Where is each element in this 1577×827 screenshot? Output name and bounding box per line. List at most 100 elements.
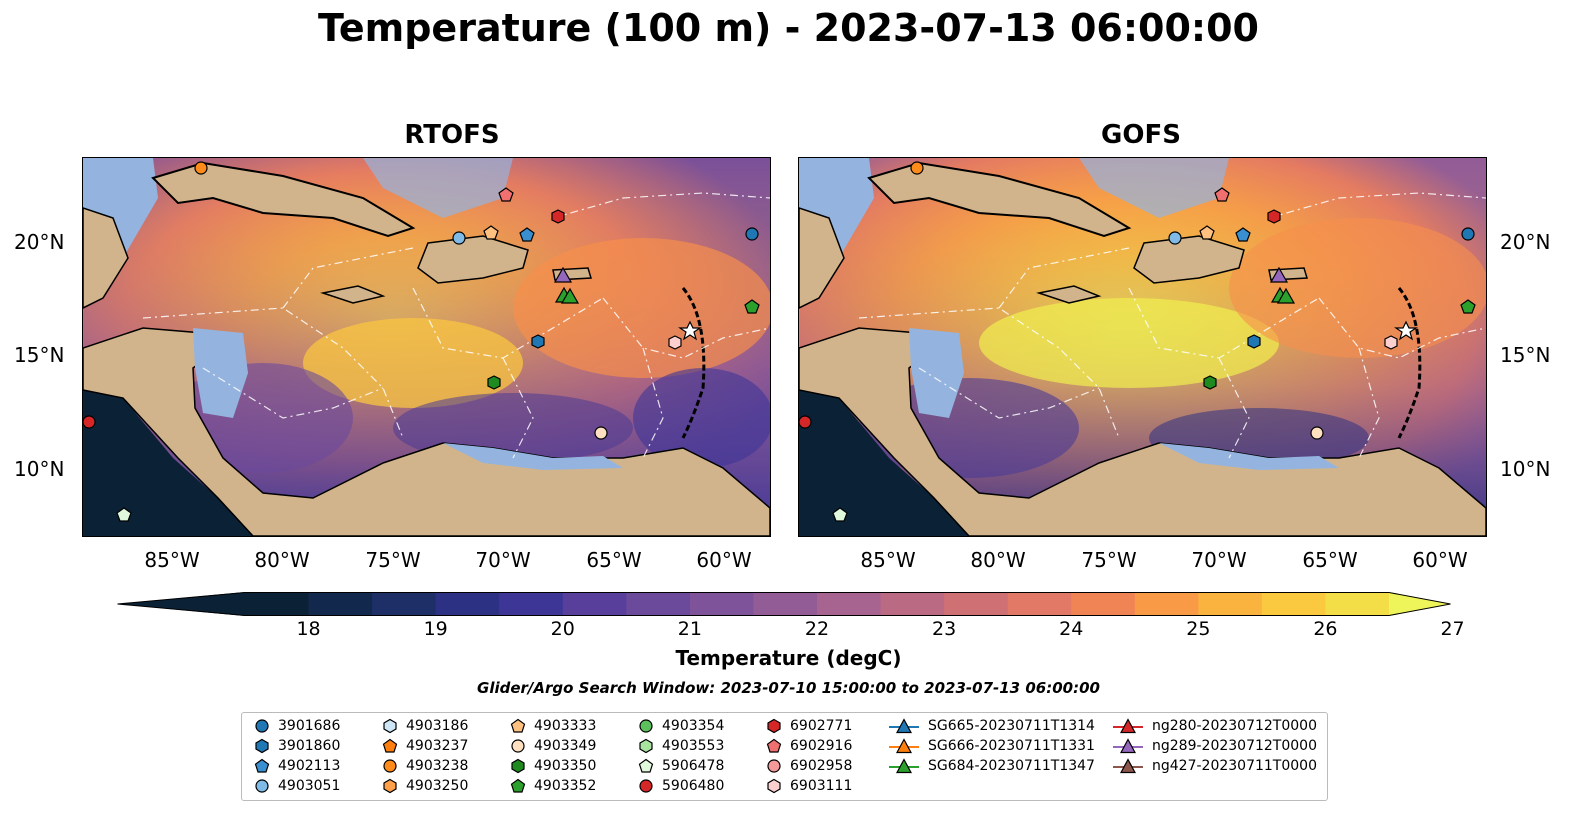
legend-item-label: 4903051 bbox=[278, 778, 341, 794]
map-rtofs[interactable] bbox=[82, 157, 771, 537]
legend-item: SG666-20230711T1331 bbox=[888, 736, 1095, 756]
lon-label-75w: 75°W bbox=[365, 548, 421, 572]
hexagon-marker-icon bbox=[511, 758, 525, 774]
triangle-line-marker-icon bbox=[1113, 718, 1143, 734]
legend-item-label: 4903250 bbox=[406, 778, 469, 794]
lon-label-85w-gofs: 85°W bbox=[860, 548, 916, 572]
hexagon-marker-icon bbox=[767, 718, 781, 734]
legend-item-label: 4903238 bbox=[406, 758, 469, 774]
legend-item-label: SG666-20230711T1331 bbox=[928, 738, 1095, 754]
legend-item-label: ng289-20230712T0000 bbox=[1152, 738, 1317, 754]
lat-label-15n-right: 15°N bbox=[1500, 343, 1551, 367]
lon-label-60w-gofs: 60°W bbox=[1412, 548, 1468, 572]
legend-item: 6902958 bbox=[766, 756, 852, 776]
pentagon-marker-icon bbox=[510, 778, 526, 793]
triangle-line-marker-icon bbox=[889, 718, 919, 734]
legend-item: 3901860 bbox=[254, 736, 340, 756]
legend-item: 4903354 bbox=[638, 716, 724, 736]
legend-item: 6903111 bbox=[766, 776, 852, 796]
legend-item: 4903349 bbox=[510, 736, 596, 756]
colorbar-tick-label: 23 bbox=[932, 618, 957, 640]
lat-label-20n: 20°N bbox=[14, 230, 65, 254]
legend-item-label: 5906480 bbox=[662, 778, 725, 794]
figure-title: Temperature (100 m) - 2023-07-13 06:00:0… bbox=[317, 6, 1259, 50]
triangle-line-marker-icon bbox=[1113, 738, 1143, 754]
legend-item: ng427-20230711T0000 bbox=[1112, 756, 1317, 776]
legend-item: 4903186 bbox=[382, 716, 468, 736]
map-rtofs-canvas bbox=[83, 158, 770, 536]
map-gofs[interactable] bbox=[798, 157, 1487, 537]
pentagon-marker-icon bbox=[766, 738, 782, 753]
colorbar-band bbox=[1198, 592, 1263, 616]
lon-label-65w: 65°W bbox=[586, 548, 642, 572]
triangle-line-marker-icon bbox=[889, 738, 919, 754]
colorbar-extend-low bbox=[117, 592, 245, 616]
colorbar-band bbox=[1007, 592, 1072, 616]
legend-item-label: 4902113 bbox=[278, 758, 341, 774]
legend-item-label: 6902916 bbox=[790, 738, 853, 754]
colorbar-tick-label: 25 bbox=[1186, 618, 1211, 640]
legend-item-label: 4903350 bbox=[534, 758, 597, 774]
legend-item-label: 4903237 bbox=[406, 738, 469, 754]
pentagon-marker-icon bbox=[638, 758, 654, 773]
legend-item-label: 6903111 bbox=[790, 778, 853, 794]
rtofs-markers bbox=[83, 161, 760, 522]
colorbar-band bbox=[308, 592, 373, 616]
legend-item: 5906480 bbox=[638, 776, 724, 796]
legend-item: 4903237 bbox=[382, 736, 468, 756]
legend-item-label: 4903349 bbox=[534, 738, 597, 754]
legend-item: 6902916 bbox=[766, 736, 852, 756]
legend-item-label: 3901686 bbox=[278, 718, 341, 734]
lon-label-75w-gofs: 75°W bbox=[1081, 548, 1137, 572]
legend-item: 4902113 bbox=[254, 756, 340, 776]
lon-label-85w: 85°W bbox=[144, 548, 200, 572]
colorbar-tick-label: 18 bbox=[296, 618, 321, 640]
colorbar-tick-label: 24 bbox=[1059, 618, 1084, 640]
legend-item: 4903350 bbox=[510, 756, 596, 776]
colorbar-band bbox=[1261, 592, 1326, 616]
hexagon-marker-icon bbox=[639, 738, 653, 754]
pentagon-marker-icon bbox=[382, 738, 398, 753]
hexagon-marker-icon bbox=[383, 778, 397, 794]
legend-item-label: 4903352 bbox=[534, 778, 597, 794]
legend-item-label: 3901860 bbox=[278, 738, 341, 754]
lon-label-70w-gofs: 70°W bbox=[1191, 548, 1247, 572]
legend-item: 3901686 bbox=[254, 716, 340, 736]
legend-item: 5906478 bbox=[638, 756, 724, 776]
legend-item-label: 4903333 bbox=[534, 718, 597, 734]
colorbar-band bbox=[626, 592, 691, 616]
triangle-line-marker-icon bbox=[889, 758, 919, 774]
legend-item: 4903250 bbox=[382, 776, 468, 796]
circle-marker-icon bbox=[767, 759, 781, 773]
temperature-colorbar bbox=[117, 592, 1451, 616]
hexagon-marker-icon bbox=[383, 718, 397, 734]
lon-label-65w-gofs: 65°W bbox=[1302, 548, 1358, 572]
pentagon-marker-icon bbox=[510, 718, 526, 733]
panel-title-gofs: GOFS bbox=[1101, 120, 1181, 150]
lon-label-80w: 80°W bbox=[254, 548, 310, 572]
circle-marker-icon bbox=[639, 779, 653, 793]
colorbar-band bbox=[880, 592, 945, 616]
hexagon-marker-icon bbox=[767, 778, 781, 794]
legend-item-label: ng280-20230712T0000 bbox=[1152, 718, 1317, 734]
map-gofs-canvas bbox=[799, 158, 1486, 536]
legend: 3901686 3901860 4902113 4903051 4903186 49032… bbox=[241, 712, 1328, 801]
colorbar-extend-high bbox=[1389, 592, 1451, 616]
colorbar-band bbox=[817, 592, 882, 616]
colorbar-tick-label: 20 bbox=[550, 618, 575, 640]
colorbar-band bbox=[435, 592, 500, 616]
legend-item-label: 6902771 bbox=[790, 718, 853, 734]
colorbar-tick-label: 27 bbox=[1440, 618, 1465, 640]
panel-title-rtofs: RTOFS bbox=[404, 120, 500, 150]
lon-label-70w: 70°W bbox=[475, 548, 531, 572]
legend-item-label: 4903186 bbox=[406, 718, 469, 734]
gofs-markers bbox=[799, 161, 1476, 522]
legend-item: ng289-20230712T0000 bbox=[1112, 736, 1317, 756]
lon-label-80w-gofs: 80°W bbox=[970, 548, 1026, 572]
colorbar-band bbox=[944, 592, 1009, 616]
colorbar-band bbox=[499, 592, 564, 616]
legend-item: 4903051 bbox=[254, 776, 340, 796]
legend-item-label: 6902958 bbox=[790, 758, 853, 774]
colorbar-tick-label: 21 bbox=[677, 618, 702, 640]
circle-marker-icon bbox=[511, 739, 525, 753]
